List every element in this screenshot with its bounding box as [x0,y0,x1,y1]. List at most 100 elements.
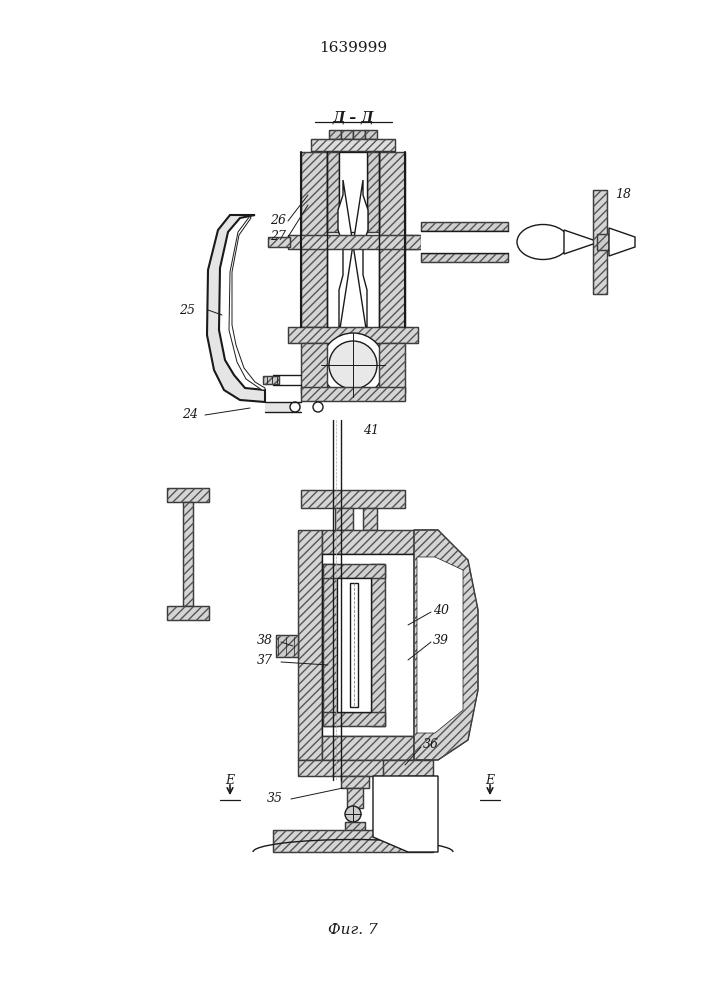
Bar [183,502,193,606]
Bar [167,488,209,502]
Polygon shape [414,530,478,760]
Bar [322,736,414,760]
Bar [593,190,607,294]
Bar [353,130,365,139]
Bar [167,488,209,502]
Bar [268,237,290,247]
Text: 26: 26 [270,214,286,227]
Bar [405,235,421,249]
Bar [329,130,341,139]
Bar [323,564,337,726]
Bar [379,152,405,327]
Bar [301,152,327,327]
Circle shape [321,333,385,397]
Polygon shape [383,760,433,820]
Bar [265,402,301,412]
Bar [327,152,339,232]
Bar [421,222,508,231]
Bar [263,376,279,384]
Polygon shape [229,216,265,390]
Bar [363,508,377,530]
Bar [367,152,379,232]
Bar [301,490,405,508]
Bar [263,376,279,384]
Bar [597,234,609,250]
Bar [288,327,418,343]
Bar [288,235,418,249]
Bar [421,253,508,262]
Bar [301,152,327,327]
Bar [371,564,385,726]
Bar [371,564,385,726]
Bar [337,578,371,712]
Bar [322,530,438,554]
Bar [288,235,418,249]
Bar [421,231,508,253]
Bar [276,635,298,657]
Polygon shape [609,228,635,256]
Bar [593,190,607,294]
Bar [301,490,405,508]
Polygon shape [417,557,463,733]
Bar [353,130,365,139]
Text: 37: 37 [257,654,273,668]
Text: 25: 25 [179,304,195,316]
Text: 1639999: 1639999 [319,41,387,55]
Bar [167,606,209,620]
Polygon shape [564,230,599,254]
Bar [298,530,322,760]
Bar [345,822,365,832]
Bar [301,343,327,393]
Bar [322,736,414,760]
Bar [341,130,353,139]
Text: 40: 40 [433,603,449,616]
Text: 38: 38 [257,635,273,648]
Bar [298,760,413,776]
Bar [597,234,609,250]
Bar [167,606,209,620]
Text: 35: 35 [267,792,283,804]
Bar [323,712,385,726]
Bar [311,139,395,151]
Circle shape [290,402,300,412]
Bar [379,152,405,327]
Text: 24: 24 [182,408,198,422]
Polygon shape [373,776,438,852]
Bar [367,152,379,232]
Bar [327,152,339,232]
Bar [379,343,405,393]
Bar [301,387,405,401]
Text: Д – Д: Д – Д [332,111,374,125]
Bar [311,139,395,151]
Bar [323,564,385,578]
Bar [365,130,377,139]
Bar [421,222,508,231]
Bar [298,760,413,776]
Bar [379,343,405,393]
Bar [335,508,353,530]
Bar [268,237,290,247]
Ellipse shape [517,225,569,259]
Bar [323,712,385,726]
Polygon shape [338,180,368,335]
Bar [301,343,327,393]
Bar [405,235,421,249]
Bar [322,554,414,736]
Bar [339,152,367,232]
Bar [363,508,377,530]
Bar [345,822,365,832]
Text: 41: 41 [363,424,379,436]
Text: 36: 36 [423,738,439,752]
Text: 18: 18 [615,188,631,200]
Bar [341,776,369,788]
Bar [273,830,433,852]
Bar [298,530,322,760]
Text: Фиг. 7: Фиг. 7 [328,923,378,937]
Circle shape [329,341,377,389]
Circle shape [313,402,323,412]
Bar [322,530,438,554]
Bar [335,508,353,530]
Bar [323,564,337,726]
Polygon shape [403,776,433,825]
Bar [421,253,508,262]
